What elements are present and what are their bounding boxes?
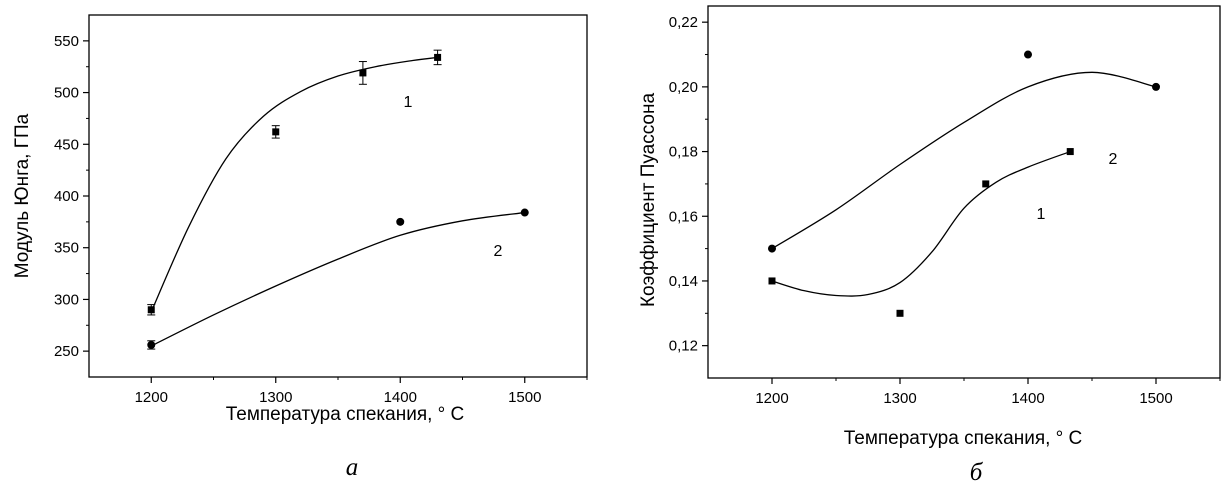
chart-a-y-tick-label: 250 xyxy=(54,343,79,360)
chart-a-y-tick-label: 500 xyxy=(54,85,79,102)
chart-a-x-tick-label: 1500 xyxy=(508,389,541,406)
chart-b-y-tick-label: 0,16 xyxy=(669,208,698,225)
chart-a-x-tick-label: 1200 xyxy=(135,389,168,406)
chart-a-y-tick-label: 300 xyxy=(54,291,79,308)
chart-b-series-1-point xyxy=(982,180,990,188)
chart-a-fit-lines xyxy=(150,56,525,347)
chart-b-series-1-point xyxy=(768,277,776,285)
chart-a-series-1-point xyxy=(147,306,155,314)
chart-a-plot-frame xyxy=(88,14,588,378)
chart-a-series-2-point xyxy=(396,217,405,226)
chart-b-series-2-point xyxy=(1152,82,1160,91)
chart-a-x-tick-label: 1300 xyxy=(259,389,292,406)
chart-b-y-axis-title: Коэффициент Пуассона xyxy=(638,93,659,308)
chart-a-series-1-point xyxy=(272,128,280,136)
chart-a-series-label-1: 1 xyxy=(404,94,413,111)
chart-a-points xyxy=(147,49,529,350)
chart-a-y-tick-label: 400 xyxy=(54,188,79,205)
chart-b: 1200 1300 1400 1500 0,12 0,14 0,16 0,18 0,20 0,22… xyxy=(638,5,1221,486)
chart-b-series-1-point xyxy=(1066,148,1074,156)
chart-a-series-label-2: 2 xyxy=(494,243,503,260)
chart-a-y-tick-label: 550 xyxy=(54,33,79,50)
chart-b-fit-lines xyxy=(771,71,1157,297)
chart-b-x-tick-label: 1500 xyxy=(1139,390,1172,407)
chart-a-caption: а xyxy=(346,454,359,481)
chart-b-series-1-fit-line xyxy=(771,150,1071,297)
chart-b-series-label-2: 2 xyxy=(1109,151,1118,168)
chart-b-ticks: 1200 1300 1400 1500 0,12 0,14 0,16 0,18 0,20 0,22 xyxy=(669,14,1221,407)
chart-b-y-tick-label: 0,14 xyxy=(669,273,698,290)
chart-a-series-1-point xyxy=(434,53,442,61)
chart-a-x-axis-title: Температура спекания, ° С xyxy=(226,404,465,425)
chart-b-series-label-1: 1 xyxy=(1037,206,1046,223)
chart-b-series-2-fit-line xyxy=(771,71,1157,250)
chart-a-series-1-fit-line xyxy=(150,56,438,313)
chart-b-y-tick-label: 0,20 xyxy=(669,79,698,96)
chart-b-series-2-point xyxy=(768,244,776,253)
chart-b-series-2-point xyxy=(1024,50,1032,59)
chart-b-caption: б xyxy=(970,459,984,486)
chart-a-series-1-point xyxy=(359,69,367,77)
chart-a-x-tick-label: 1400 xyxy=(384,389,417,406)
chart-b-series-1-point xyxy=(896,309,904,317)
chart-b-y-tick-label: 0,22 xyxy=(669,14,698,31)
chart-a-series-2-fit-line xyxy=(150,211,525,347)
chart-b-points xyxy=(768,50,1160,317)
chart-a-series-2-point xyxy=(147,340,156,349)
chart-b-y-tick-label: 0,18 xyxy=(669,144,698,161)
chart-b-x-axis-title: Температура спекания, ° С xyxy=(844,428,1083,449)
chart-b-x-tick-label: 1300 xyxy=(883,390,916,407)
chart-a-y-axis-title: Модуль Юнга, ГПа xyxy=(12,113,33,278)
chart-a-series-2-point xyxy=(520,208,529,217)
chart-b-x-tick-label: 1400 xyxy=(1011,390,1044,407)
chart-a-y-tick-label: 350 xyxy=(54,240,79,257)
chart-b-x-tick-label: 1200 xyxy=(755,390,788,407)
chart-b-plot-frame xyxy=(707,5,1221,379)
chart-a-ticks: 1200 1300 1400 1500 250 300 350 400 450 500 550 xyxy=(54,33,588,406)
chart-b-y-tick-label: 0,12 xyxy=(669,338,698,355)
chart-a-y-tick-label: 450 xyxy=(54,136,79,153)
